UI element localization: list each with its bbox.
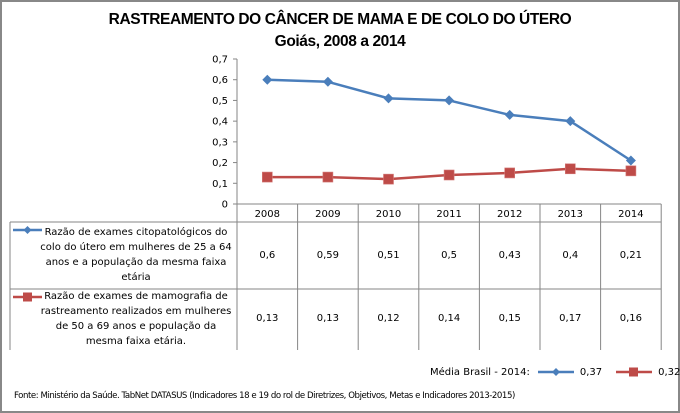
series-2-point — [443, 169, 455, 181]
legend-line: Razão de exames de mamografia de — [44, 291, 228, 302]
table-cell-value: 0,21 — [620, 250, 642, 261]
series-1-point — [322, 76, 333, 87]
series-2-point — [564, 163, 576, 175]
legend-line: colo do útero em mulheres de 25 a 64 — [40, 242, 232, 253]
table-cell-value: 0,43 — [499, 250, 521, 261]
x-category-label: 2008 — [255, 209, 280, 220]
source-note: Fonte: Ministério da Saúde. TabNet DATAS… — [14, 391, 515, 401]
chart-subtitle: Goiás, 2008 a 2014 — [274, 33, 406, 50]
legend-series-2-text: Razão de exames de mamografia de rastream… — [36, 289, 236, 349]
x-category-label: 2013 — [558, 209, 583, 220]
table-cell-value: 0,13 — [256, 313, 278, 324]
table-cell-value: 0,12 — [377, 313, 399, 324]
series-2-point — [261, 171, 273, 183]
y-tick-label: 0,5 — [212, 96, 228, 107]
table-cell-value: 0,16 — [620, 313, 642, 324]
table-cell-value: 0,51 — [377, 250, 399, 261]
table-cell-value: 0,5 — [441, 250, 457, 261]
series-2-point — [322, 171, 334, 183]
series-1-point — [383, 93, 394, 104]
legend-line: etária — [121, 272, 151, 283]
series-1-point — [625, 155, 636, 166]
legend-series-1-text: Razão de exames citopatológicos do colo d… — [36, 225, 236, 285]
series-1-point — [565, 116, 576, 127]
y-tick-label: 0,4 — [212, 117, 228, 128]
y-tick-label: 0 — [222, 200, 228, 211]
series-2-point — [383, 173, 394, 185]
x-category-label: 2009 — [315, 209, 340, 220]
legend-line: Razão de exames citopatológicos do — [44, 227, 228, 238]
x-category-label: 2014 — [618, 209, 643, 220]
series-1-point — [444, 95, 455, 106]
brazil-avg-series2-marker-icon — [616, 367, 653, 377]
brazil-average: Média Brasil - 2014: 0,37 0,32 — [430, 366, 680, 378]
brazil-average-series2-value: 0,32 — [658, 366, 680, 378]
x-category-label: 2011 — [436, 209, 461, 220]
y-tick-label: 0,1 — [212, 179, 228, 190]
legend-key-diamond-icon — [23, 226, 32, 234]
series-2-point — [504, 167, 516, 179]
y-tick-label: 0,3 — [212, 137, 228, 148]
y-tick-label: 0,2 — [212, 158, 228, 169]
table-cell-value: 0,6 — [259, 250, 275, 261]
legend-line: mesma faixa etária. — [85, 336, 187, 347]
brazil-avg-series1-marker-icon — [537, 368, 574, 376]
table-cell-value: 0,13 — [317, 313, 339, 324]
chart-title: RASTREAMENTO DO CÂNCER DE MAMA E DE COLO… — [108, 11, 572, 28]
legend-line: anos e a população da mesma faixa — [45, 257, 227, 268]
table-cell-value: 0,15 — [499, 313, 521, 324]
legend-line: rastreamento realizados em mulheres — [40, 306, 232, 317]
y-tick-label: 0,7 — [212, 55, 228, 66]
series-1-line — [267, 78, 632, 162]
y-tick-label: 0,6 — [212, 75, 228, 86]
brazil-average-label: Média Brasil - 2014: — [430, 366, 530, 378]
table-cell-value: 0,17 — [559, 313, 581, 324]
table-cell-value: 0,4 — [562, 250, 578, 261]
brazil-average-series1-value: 0,37 — [579, 366, 603, 378]
x-category-label: 2010 — [376, 209, 401, 220]
legend-line: de 50 a 69 anos e população da — [55, 321, 217, 332]
x-category-label: 2012 — [497, 209, 522, 220]
series-1-point — [262, 74, 273, 85]
table-cell-value: 0,14 — [438, 313, 460, 324]
legend-key-square-icon — [23, 292, 32, 302]
series-2-point — [625, 165, 637, 177]
series-1-point — [504, 109, 515, 120]
table-cell-value: 0,59 — [317, 250, 339, 261]
